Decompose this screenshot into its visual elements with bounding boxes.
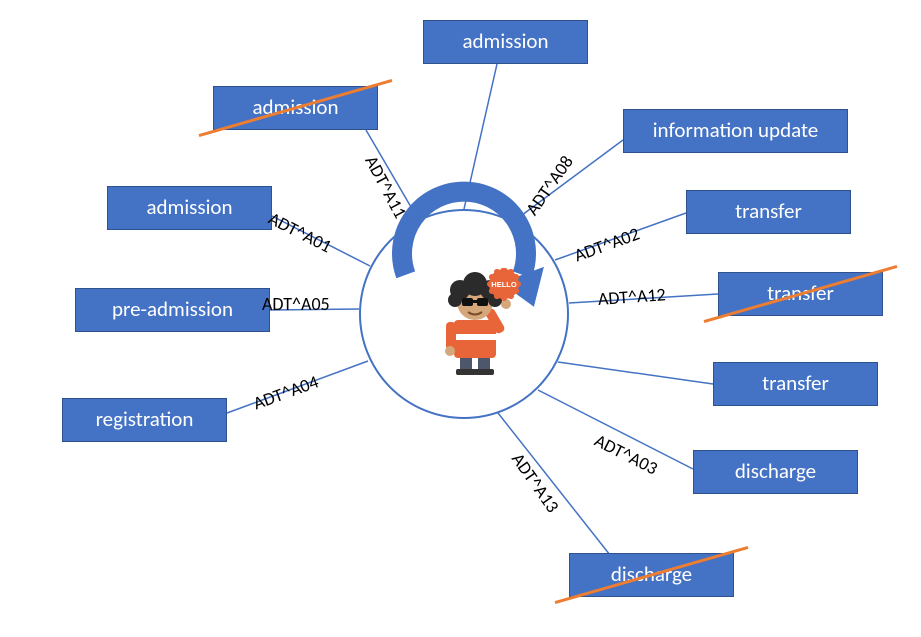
edge-label: ADT^A02 — [571, 223, 642, 267]
edge-line — [558, 362, 713, 384]
node-label: transfer — [735, 200, 802, 223]
edge-label: ADT^A05 — [262, 293, 330, 315]
node-discharge_a03: discharge — [693, 450, 858, 494]
node-discharge_a13: discharge — [569, 553, 734, 597]
edge-label: ADT^A01 — [265, 207, 335, 257]
node-admission_top: admission — [423, 20, 588, 64]
edge-line — [464, 64, 497, 209]
edge-label: ADT^A03 — [591, 429, 661, 479]
node-transfer_right3: transfer — [713, 362, 878, 406]
node-info_update: information update — [623, 109, 848, 153]
edge-label: ADT^A04 — [250, 371, 321, 415]
node-transfer_a12: transfer — [718, 272, 883, 316]
avatar: HELLO — [420, 268, 530, 378]
node-label: transfer — [762, 372, 829, 395]
svg-text:HELLO: HELLO — [491, 280, 517, 289]
node-transfer_a02: transfer — [686, 190, 851, 234]
node-pre_admission: pre-admission — [75, 288, 270, 332]
edge-line — [498, 413, 610, 555]
node-label: admission — [146, 196, 232, 219]
node-label: admission — [252, 96, 338, 119]
node-label: information update — [653, 119, 819, 142]
diagram-canvas: HELLO admission admission information upda… — [0, 0, 921, 637]
node-admission_a01: admission — [107, 186, 272, 230]
node-label: pre-admission — [112, 298, 233, 321]
edge-label: ADT^A12 — [597, 283, 666, 310]
node-label: transfer — [767, 282, 834, 305]
edge-label: ADT^A13 — [507, 449, 564, 517]
edge-label: ADT^A08 — [521, 151, 578, 219]
node-label: registration — [96, 408, 194, 431]
node-label: discharge — [735, 460, 816, 483]
edge-label: ADT^A11 — [360, 152, 411, 222]
node-registration: registration — [62, 398, 227, 442]
node-label: discharge — [611, 563, 692, 586]
node-label: admission — [462, 30, 548, 53]
node-admission_a11: admission — [213, 86, 378, 130]
avatar-svg: HELLO — [420, 268, 530, 378]
